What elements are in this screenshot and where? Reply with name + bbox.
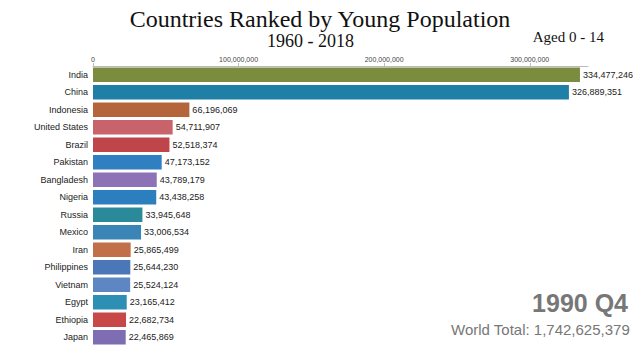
svg-text:Japan: Japan (63, 332, 88, 342)
svg-text:World Total: 1,742,625,379: World Total: 1,742,625,379 (451, 321, 630, 338)
svg-text:25,865,499: 25,865,499 (134, 245, 179, 255)
svg-text:Vietnam: Vietnam (55, 280, 88, 290)
svg-text:1990 Q4: 1990 Q4 (532, 289, 628, 317)
svg-text:1960 - 2018: 1960 - 2018 (267, 31, 354, 51)
svg-text:Countries Ranked by Young Popu: Countries Ranked by Young Population (130, 6, 511, 32)
svg-text:Bangladesh: Bangladesh (40, 175, 88, 185)
svg-text:Philippines: Philippines (44, 262, 88, 272)
svg-text:43,789,179: 43,789,179 (160, 175, 205, 185)
svg-text:Nigeria: Nigeria (59, 192, 88, 202)
svg-text:33,006,534: 33,006,534 (144, 227, 189, 237)
svg-text:300,000,000: 300,000,000 (510, 56, 549, 63)
svg-text:326,889,351: 326,889,351 (572, 87, 622, 97)
svg-text:Indonesia: Indonesia (49, 105, 88, 115)
svg-text:22,465,869: 22,465,869 (129, 332, 174, 342)
svg-text:25,524,124: 25,524,124 (133, 280, 178, 290)
svg-text:66,196,069: 66,196,069 (192, 105, 237, 115)
svg-text:200,000,000: 200,000,000 (365, 56, 404, 63)
svg-text:334,477,246: 334,477,246 (583, 70, 633, 80)
svg-text:52,518,374: 52,518,374 (172, 140, 217, 150)
svg-text:Mexico: Mexico (59, 227, 88, 237)
svg-text:China: China (64, 87, 88, 97)
svg-text:23,165,412: 23,165,412 (130, 297, 175, 307)
svg-text:United States: United States (34, 122, 89, 132)
svg-text:33,945,648: 33,945,648 (145, 210, 190, 220)
svg-text:43,438,258: 43,438,258 (159, 192, 204, 202)
svg-text:54,711,907: 54,711,907 (176, 122, 220, 132)
svg-text:22,682,734: 22,682,734 (129, 315, 174, 325)
svg-text:Russia: Russia (60, 210, 88, 220)
svg-text:Pakistan: Pakistan (53, 157, 88, 167)
svg-text:25,644,230: 25,644,230 (133, 262, 178, 272)
svg-text:0: 0 (91, 56, 95, 63)
svg-text:Iran: Iran (72, 245, 88, 255)
svg-text:Aged 0 - 14: Aged 0 - 14 (533, 29, 605, 45)
svg-text:100,000,000: 100,000,000 (219, 56, 258, 63)
svg-text:47,173,152: 47,173,152 (165, 157, 210, 167)
svg-text:Brazil: Brazil (65, 140, 88, 150)
svg-text:Egypt: Egypt (65, 297, 89, 307)
svg-text:India: India (68, 70, 88, 80)
svg-text:Ethiopia: Ethiopia (55, 315, 88, 325)
